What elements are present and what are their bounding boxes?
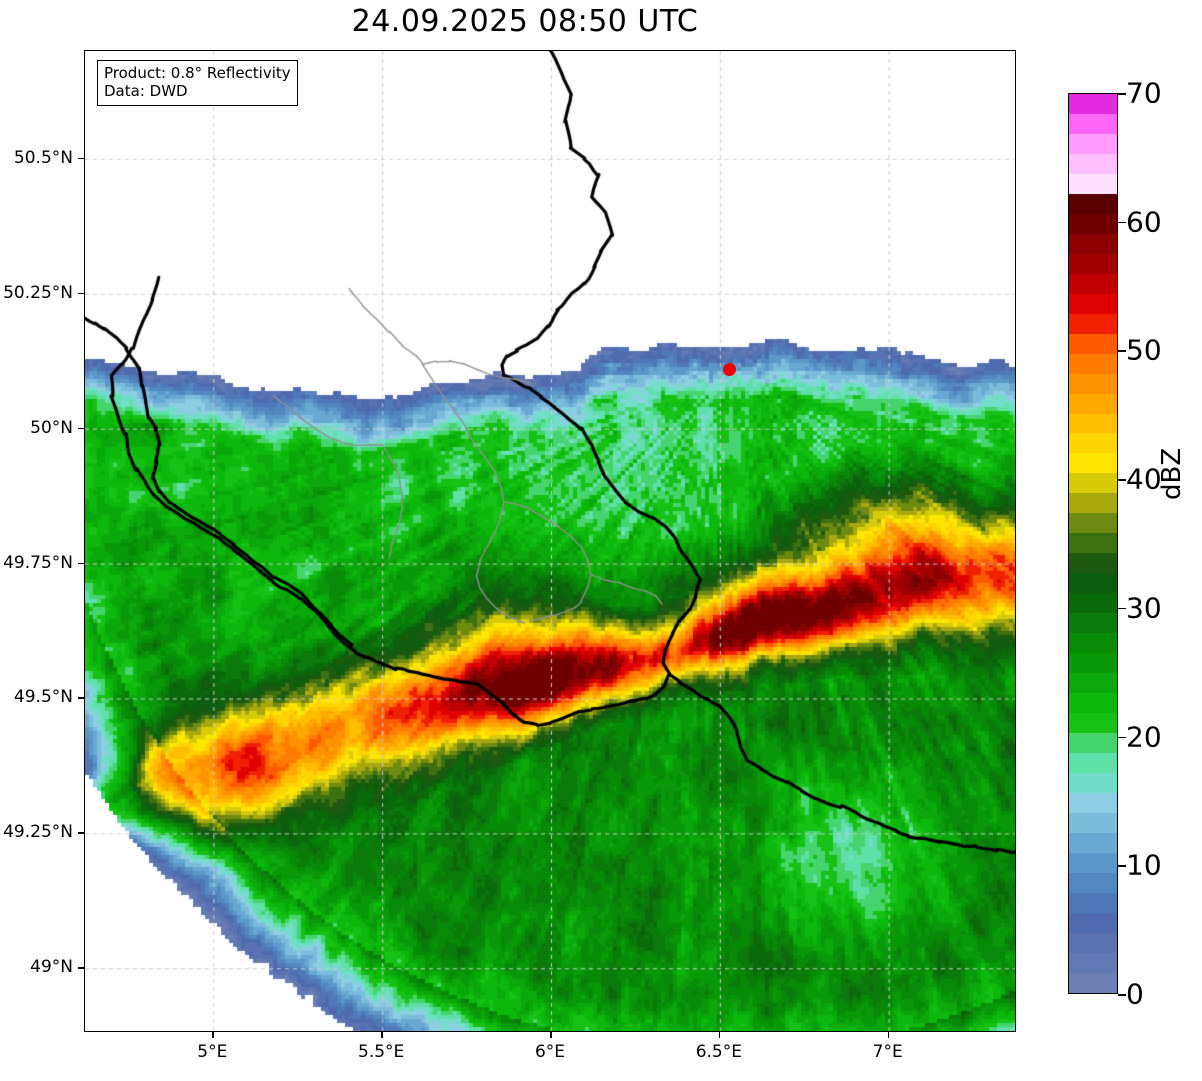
y-axis-tick-mark (78, 157, 84, 160)
colorbar-tick-label: 40 (1126, 462, 1162, 496)
colorbar-band (1069, 413, 1117, 434)
colorbar-tick-mark (1118, 865, 1126, 867)
y-axis-tick-mark (78, 967, 84, 969)
y-axis-tick-mark (78, 292, 84, 295)
annotation-data-line: Data: DWD (104, 82, 188, 101)
colorbar-band (1069, 932, 1117, 953)
colorbar-band (1069, 613, 1117, 634)
x-axis-tick-label: 5°E (197, 1042, 228, 1062)
colorbar-tick-mark (1118, 607, 1126, 610)
y-axis-tick-label: 49.75°N (3, 552, 73, 573)
x-axis-tick-label: 6°E (534, 1042, 566, 1062)
page-title: 24.09.2025 08:50 UTC (351, 4, 699, 39)
radar-site-marker-icon (723, 362, 737, 376)
colorbar-band (1069, 113, 1117, 134)
x-axis-tick-mark (887, 1032, 890, 1038)
colorbar-tick-label: 70 (1126, 76, 1162, 110)
colorbar-band (1069, 373, 1117, 394)
colorbar-band (1069, 133, 1117, 154)
product-annotation-box: Product: 0.8° Reflectivity Data: DWD (97, 60, 298, 106)
colorbar-band (1069, 733, 1117, 753)
colorbar-band (1069, 792, 1117, 813)
x-axis-tick-label: 7°E (872, 1042, 903, 1062)
colorbar-tick-mark (1118, 221, 1126, 224)
colorbar-band (1069, 892, 1117, 913)
colorbar-band (1069, 852, 1117, 873)
x-axis-tick-label: 5.5°E (358, 1042, 405, 1062)
colorbar-band (1069, 493, 1117, 514)
colorbar-band (1069, 553, 1117, 574)
colorbar-band (1069, 173, 1117, 194)
y-axis-tick-mark (78, 697, 84, 699)
colorbar-band (1069, 673, 1117, 694)
colorbar-band (1069, 94, 1117, 114)
annotation-product-line: Product: 0.8° Reflectivity (104, 64, 291, 82)
x-axis-tick-label: 6.5°E (695, 1042, 742, 1062)
y-axis-tick-mark (78, 832, 84, 834)
colorbar-band (1069, 713, 1117, 733)
colorbar-band (1069, 213, 1117, 234)
colorbar-tick-mark (1118, 994, 1126, 996)
y-axis-tick-label: 49°N (30, 957, 73, 978)
map-borders-and-grid-overlay (85, 51, 1015, 1031)
colorbar-band (1069, 812, 1117, 833)
colorbar-tick-mark (1118, 736, 1126, 739)
colorbar-band (1069, 453, 1117, 474)
colorbar-band (1069, 972, 1117, 993)
colorbar-band (1069, 952, 1117, 973)
x-axis-tick-mark (381, 1032, 383, 1038)
colorbar-band (1069, 253, 1117, 274)
y-axis-tick-label: 50.25°N (3, 282, 73, 303)
colorbar-band (1069, 533, 1117, 554)
x-axis-tick-mark (718, 1032, 721, 1038)
colorbar-band (1069, 772, 1117, 793)
colorbar-band (1069, 153, 1117, 174)
x-axis-tick-mark (212, 1032, 214, 1038)
colorbar-band (1069, 233, 1117, 254)
colorbar-tick-label: 0 (1126, 977, 1144, 1011)
colorbar-band (1069, 593, 1117, 614)
colorbar-band (1069, 473, 1117, 494)
y-axis-tick-label: 49.5°N (13, 687, 73, 708)
colorbar-axis-label: dBZ (1157, 447, 1187, 500)
colorbar-tick-label: 10 (1126, 848, 1162, 882)
colorbar-tick-label: 50 (1126, 333, 1162, 367)
colorbar-band (1069, 353, 1117, 374)
colorbar-band (1069, 752, 1117, 773)
colorbar (1068, 93, 1118, 994)
colorbar-band (1069, 193, 1117, 214)
colorbar-band (1069, 433, 1117, 454)
colorbar-band (1069, 333, 1117, 354)
y-axis-tick-label: 49.25°N (3, 822, 73, 843)
y-axis-tick-label: 50.5°N (13, 147, 73, 168)
colorbar-tick-label: 30 (1126, 591, 1162, 625)
x-axis-tick-mark (550, 1032, 552, 1038)
colorbar-band (1069, 832, 1117, 853)
radar-plot-area[interactable]: Product: 0.8° Reflectivity Data: DWD (84, 50, 1016, 1032)
colorbar-band (1069, 912, 1117, 933)
colorbar-band (1069, 273, 1117, 294)
colorbar-band (1069, 393, 1117, 414)
y-axis-tick-label: 50°N (30, 417, 73, 438)
colorbar-band (1069, 513, 1117, 534)
colorbar-band (1069, 633, 1117, 654)
colorbar-band (1069, 313, 1117, 334)
colorbar-band (1069, 653, 1117, 674)
colorbar-tick-mark (1118, 350, 1126, 352)
colorbar-tick-label: 20 (1126, 720, 1162, 754)
y-axis-tick-mark (78, 562, 84, 565)
y-axis-tick-mark (78, 427, 84, 430)
colorbar-band (1069, 573, 1117, 594)
colorbar-band (1069, 293, 1117, 314)
colorbar-tick-label: 60 (1126, 205, 1162, 239)
colorbar-tick-mark (1118, 479, 1126, 481)
colorbar-band (1069, 693, 1117, 714)
colorbar-band (1069, 872, 1117, 893)
colorbar-tick-mark (1118, 93, 1126, 95)
